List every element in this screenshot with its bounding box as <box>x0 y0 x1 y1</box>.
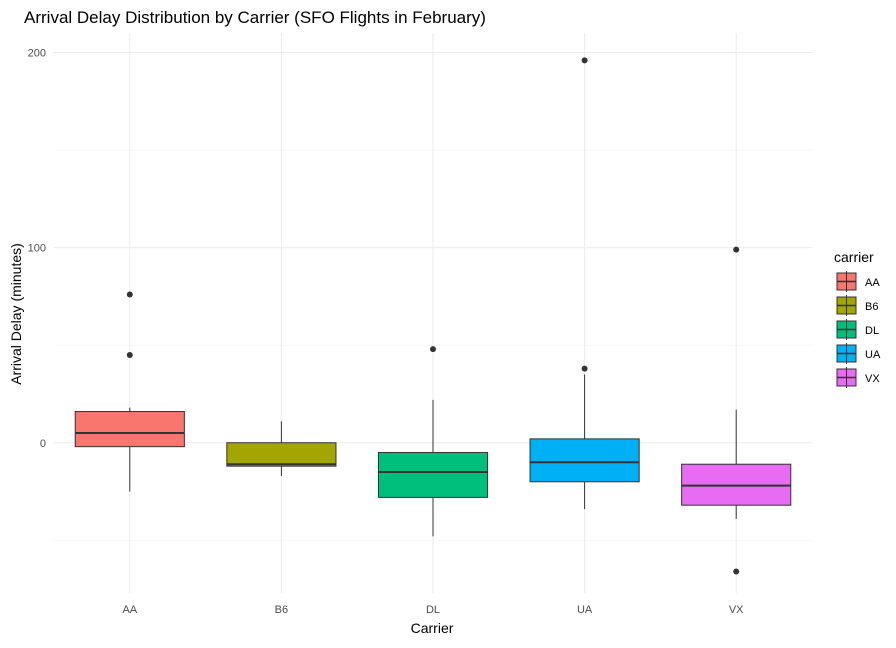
legend-label: DL <box>865 325 879 337</box>
y-tick-label: 200 <box>28 48 46 60</box>
x-tick-label: UA <box>577 604 593 616</box>
legend-title: carrier <box>834 249 874 265</box>
outlier-point <box>126 291 133 298</box>
outlier-point <box>430 346 436 353</box>
x-tick-label: B6 <box>275 604 288 616</box>
legend-label: B6 <box>865 301 878 313</box>
box-body <box>226 442 337 467</box>
outlier-point <box>581 57 588 64</box>
x-tick-label: DL <box>426 604 440 616</box>
outlier-point <box>126 351 133 358</box>
box-body <box>74 411 185 448</box>
box-body <box>377 452 489 498</box>
box-AA <box>74 291 185 492</box>
outlier-point <box>733 568 740 575</box>
y-axis-title: Arrival Delay (minutes) <box>8 243 24 385</box>
x-tick-label: AA <box>122 604 137 616</box>
x-tick-label: VX <box>729 604 744 616</box>
legend-label: UA <box>865 349 881 361</box>
y-tick-label: 0 <box>40 438 46 450</box>
outlier-point <box>733 246 740 253</box>
legend-label: VX <box>865 373 880 385</box>
outlier-point <box>581 365 588 372</box>
box-DL <box>377 346 489 537</box>
legend-item-UA: UA <box>836 343 881 364</box>
legend-item-VX: VX <box>836 367 880 388</box>
x-axis-title: Carrier <box>411 620 454 636</box>
boxes <box>74 57 792 575</box>
box-body <box>529 438 640 483</box>
legend-item-AA: AA <box>836 271 880 292</box>
legend-label: AA <box>865 277 880 289</box>
legend: carrier AA B6 DL UA VX <box>834 249 881 388</box>
chart-title: Arrival Delay Distribution by Carrier (S… <box>24 8 486 27</box>
y-tick-label: 100 <box>28 243 46 255</box>
legend-item-DL: DL <box>836 319 879 340</box>
axis-ticks: 0 100 200 AA B6 DL UA VX <box>28 48 745 616</box>
legend-item-B6: B6 <box>836 295 878 316</box>
box-B6 <box>226 421 337 476</box>
box-VX <box>681 246 792 575</box>
box-UA <box>529 57 640 510</box>
